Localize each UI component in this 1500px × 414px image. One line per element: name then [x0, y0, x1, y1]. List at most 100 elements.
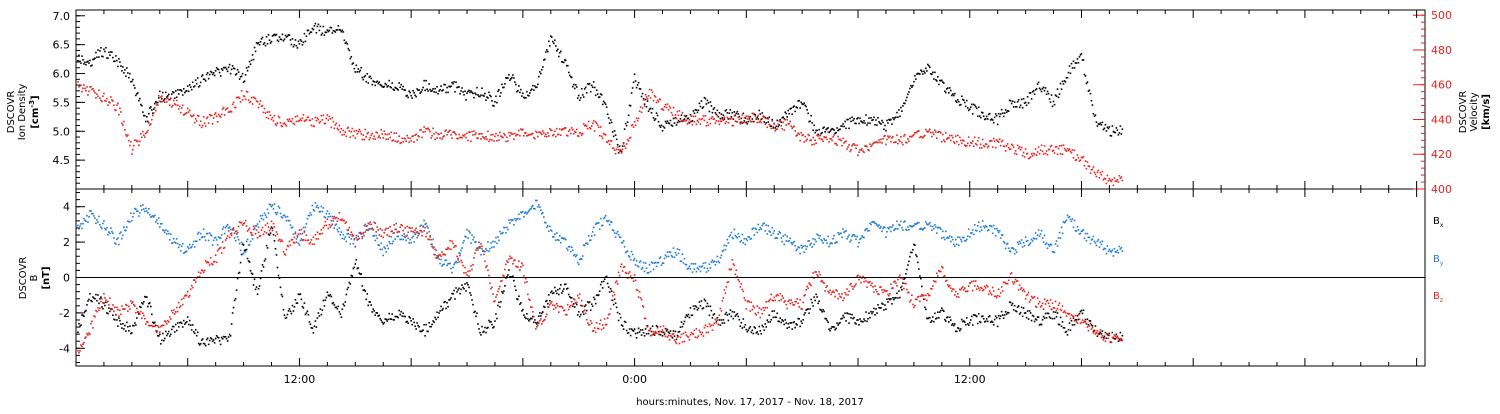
magnetic-field-data-point — [680, 333, 683, 336]
magnetic-field-data-point — [521, 262, 523, 264]
density-velocity-data-point — [153, 112, 155, 114]
magnetic-field-data-point — [1115, 333, 1118, 336]
magnetic-field-data-point — [120, 313, 122, 316]
magnetic-field-data-point — [583, 244, 586, 247]
magnetic-field-data-point — [731, 236, 734, 239]
density-velocity-data-point — [718, 111, 721, 114]
magnetic-field-data-point — [232, 227, 235, 229]
density-velocity-data-point — [907, 138, 909, 140]
magnetic-field-data-point — [306, 310, 309, 313]
density-velocity-data-point — [102, 95, 104, 98]
magnetic-field-data-point — [451, 292, 453, 295]
density-velocity-data-point — [923, 70, 925, 73]
magnetic-field-data-point — [580, 304, 583, 307]
density-velocity-data-point — [1006, 110, 1009, 112]
density-velocity-data-point — [228, 111, 231, 113]
density-velocity-data-point — [763, 121, 766, 123]
magnetic-field-data-point — [665, 255, 668, 258]
density-velocity-data-point — [1022, 151, 1025, 154]
density-velocity-data-point — [650, 112, 653, 114]
density-velocity-data-point — [149, 107, 151, 109]
density-velocity-data-point — [613, 130, 616, 132]
magnetic-field-data-point — [614, 236, 617, 238]
magnetic-field-data-point — [968, 321, 971, 324]
magnetic-field-data-point — [178, 321, 181, 324]
magnetic-field-data-point — [225, 225, 228, 227]
density-velocity-data-point — [579, 97, 582, 99]
magnetic-field-data-point — [1092, 330, 1095, 332]
density-velocity-data-point — [514, 132, 516, 135]
magnetic-field-data-point — [327, 227, 330, 230]
magnetic-field-data-point — [545, 315, 547, 318]
density-velocity-data-point — [620, 152, 623, 154]
density-velocity-data-point — [150, 123, 152, 125]
density-velocity-data-point — [534, 137, 536, 140]
magnetic-field-data-point — [865, 228, 867, 231]
magnetic-field-data-point — [712, 261, 715, 263]
magnetic-field-data-point — [545, 300, 547, 303]
density-velocity-data-point — [143, 114, 145, 117]
magnetic-field-data-point — [634, 332, 637, 335]
density-velocity-data-point — [690, 120, 693, 123]
magnetic-field-data-point — [709, 267, 712, 269]
density-velocity-data-point — [317, 23, 320, 26]
density-velocity-data-point — [79, 85, 81, 87]
magnetic-field-data-point — [156, 222, 159, 225]
density-velocity-data-point — [798, 99, 800, 102]
magnetic-field-data-point — [1102, 336, 1105, 339]
magnetic-field-data-point — [93, 297, 95, 299]
density-velocity-data-point — [748, 117, 751, 119]
magnetic-field-by — [77, 199, 1124, 274]
density-velocity-data-point — [771, 120, 774, 122]
density-velocity-data-point — [464, 133, 466, 136]
density-velocity-data-point — [829, 130, 831, 133]
magnetic-field-data-point — [1118, 245, 1121, 248]
magnetic-field-data-point — [522, 264, 524, 267]
magnetic-field-data-point — [432, 247, 434, 249]
magnetic-field-data-point — [378, 234, 381, 236]
magnetic-field-data-point — [365, 225, 368, 227]
magnetic-field-data-point — [805, 248, 807, 250]
density-velocity-data-point — [411, 135, 413, 138]
magnetic-field-data-point — [687, 313, 690, 316]
density-velocity-data-point — [631, 87, 634, 89]
magnetic-field-data-point — [420, 330, 422, 333]
magnetic-field-data-point — [252, 228, 255, 231]
magnetic-field-data-point — [812, 305, 814, 307]
magnetic-field-data-point — [158, 331, 161, 333]
density-velocity-data-point — [903, 135, 905, 137]
magnetic-field-data-point — [501, 290, 503, 293]
magnetic-field-data-point — [770, 318, 773, 321]
density-velocity-data-point — [812, 136, 814, 139]
density-velocity-data-point — [620, 150, 623, 153]
density-velocity-data-point — [535, 130, 537, 133]
magnetic-field-data-point — [650, 330, 653, 333]
magnetic-field-data-point — [847, 312, 849, 315]
magnetic-field-data-point — [385, 227, 388, 230]
density-velocity-data-point — [868, 117, 870, 119]
magnetic-field-data-point — [410, 320, 412, 322]
magnetic-field-data-point — [959, 238, 962, 241]
magnetic-field-data-point — [669, 330, 672, 332]
density-velocity-data-point — [119, 107, 121, 110]
magnetic-field-data-point — [282, 308, 285, 311]
density-velocity-data-point — [169, 97, 172, 100]
magnetic-field-data-point — [1037, 229, 1040, 231]
magnetic-field-data-point — [641, 305, 644, 307]
magnetic-field-data-point — [772, 232, 775, 235]
density-velocity-data-point — [179, 89, 182, 91]
magnetic-field-data-point — [556, 305, 559, 307]
magnetic-field-data-point — [334, 217, 337, 220]
density-velocity-data-point — [484, 137, 486, 140]
density-velocity-data-point — [770, 127, 773, 130]
magnetic-field-data-point — [376, 237, 379, 240]
density-velocity-data-point — [484, 92, 486, 95]
magnetic-field-data-point — [615, 232, 618, 235]
density-velocity-data-point — [440, 85, 442, 87]
magnetic-field-data-point — [458, 287, 460, 290]
density-velocity-data-point — [880, 138, 882, 141]
magnetic-field-data-point — [322, 299, 325, 302]
magnetic-field-data-point — [511, 257, 513, 259]
magnetic-field-data-point — [473, 257, 475, 259]
